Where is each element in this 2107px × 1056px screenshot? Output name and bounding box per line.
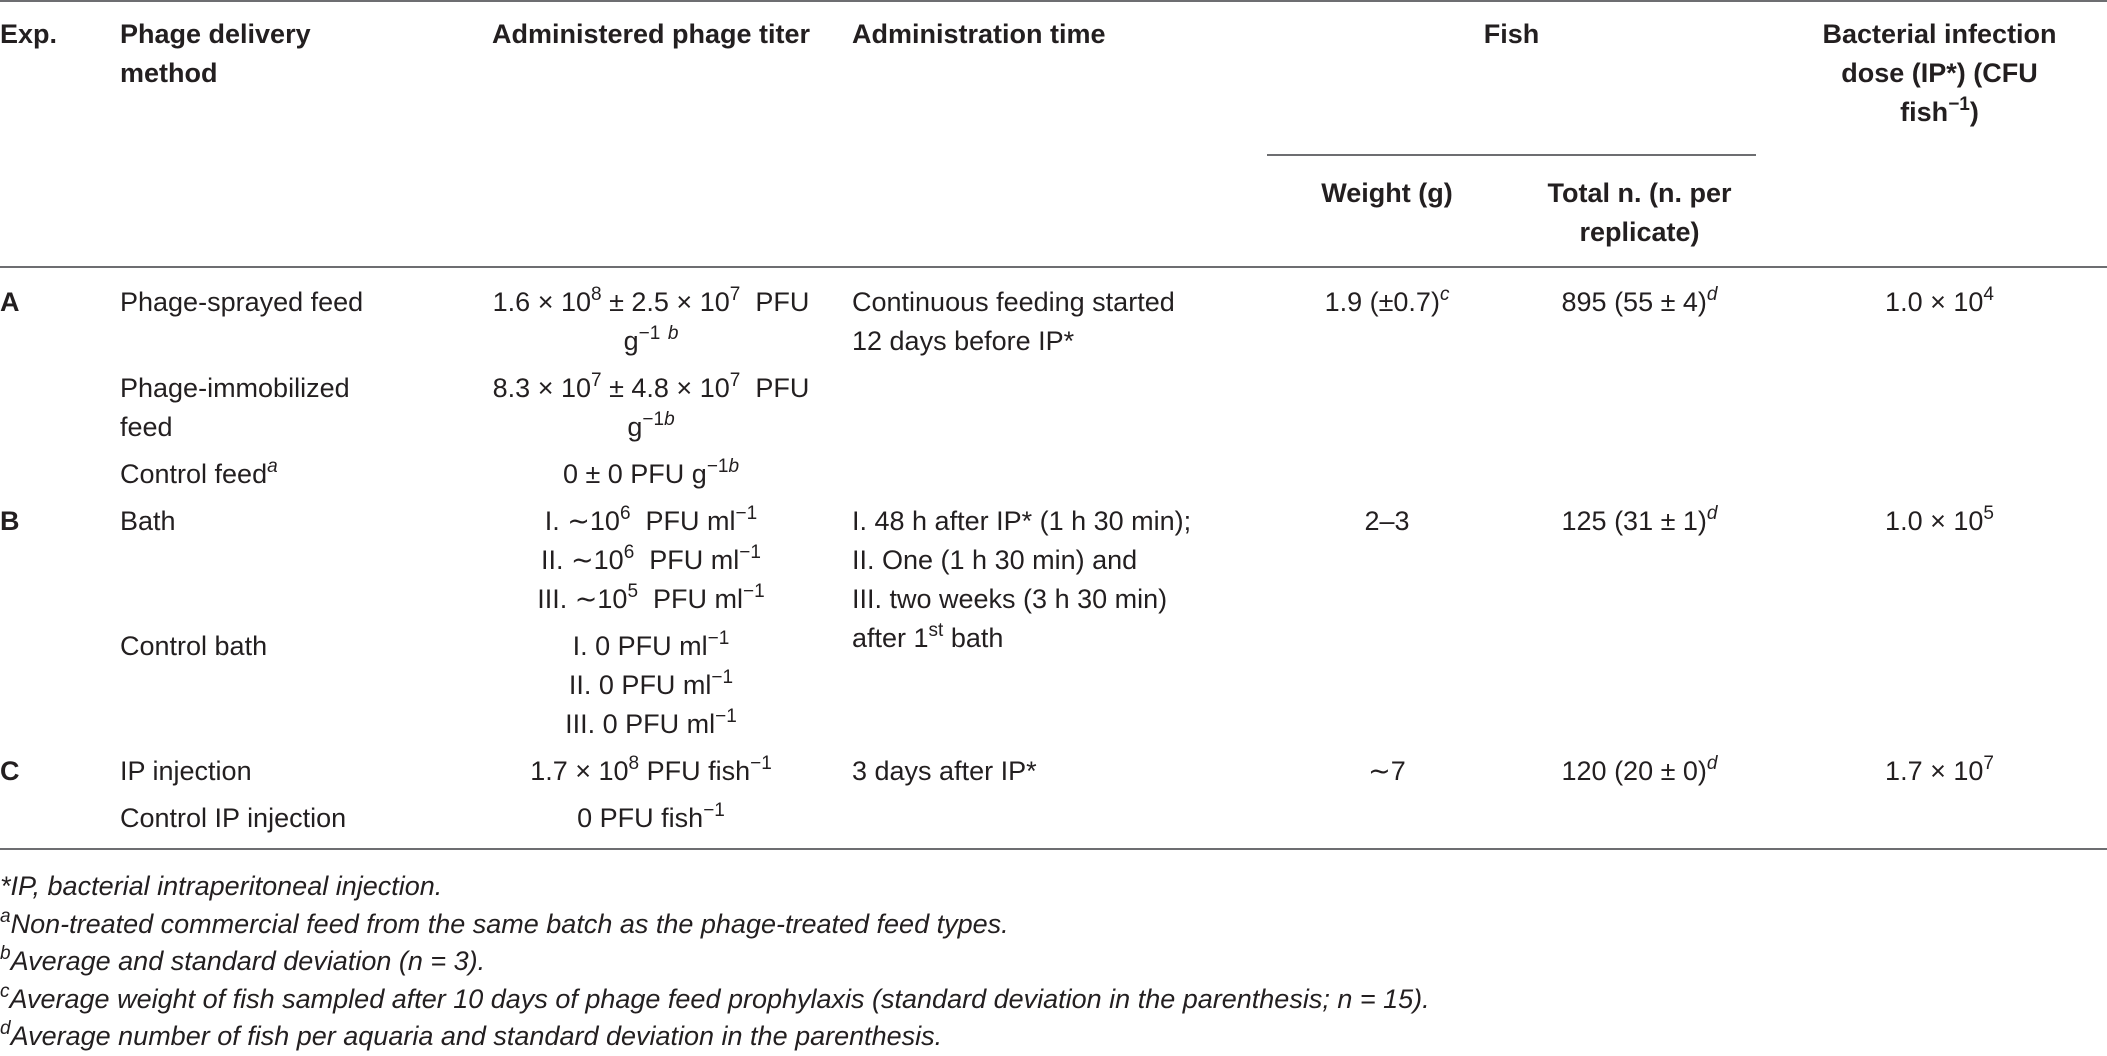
footnote-c: cAverage weight of fish sampled after 10… xyxy=(0,980,1430,1014)
time-c: 3 days after IP* xyxy=(852,756,1037,786)
total-c: 120 (20 ± 0)d xyxy=(1561,753,1718,786)
method-control-feed: Control feeda xyxy=(120,456,278,489)
titer-bath: I. ∼106 PFU ml−1 II. ∼106 PFU ml−1 III. … xyxy=(537,503,765,614)
table-row: C IP injection 1.7 × 108 PFU fish−1 3 da… xyxy=(0,744,2107,791)
table-row: B Bath I. ∼106 PFU ml−1 II. ∼106 PFU ml−… xyxy=(0,494,2107,653)
weight-b: 2–3 xyxy=(1364,506,1410,536)
header-fish: Fish xyxy=(1267,0,1772,156)
header-dose: Bacterial infection dose (IP*) (CFU fish… xyxy=(1772,0,2107,268)
titer-control-feed: 0 ± 0 PFU g−1b xyxy=(562,456,740,489)
table-footnotes: *IP, bacterial intraperitoneal injection… xyxy=(0,868,2100,1056)
titer-sprayed: 1.6 × 108 ± 2.5 × 107 PFU g−1 b xyxy=(492,284,810,356)
footnote-d: dAverage number of fish per aquaria and … xyxy=(0,1018,943,1051)
titer-immobilized: 8.3 × 107 ± 4.8 × 107 PFU g−1b xyxy=(492,370,810,442)
total-b: 125 (31 ± 1)d xyxy=(1561,503,1718,536)
titer-control-ip: 0 PFU fish−1 xyxy=(450,791,852,850)
header-total: Total n. (n. per replicate) xyxy=(1507,156,1773,268)
header-method: Phage delivery method xyxy=(120,0,450,268)
table-row: A Phage-sprayed feed 1.6 × 108 ± 2.5 × 1… xyxy=(0,267,2107,361)
dose-c: 1.7 × 107 xyxy=(1885,753,1994,786)
footnote-a: aNon-treated commercial feed from the sa… xyxy=(0,905,1009,939)
table-row: Control IP injection 0 PFU fish−1 xyxy=(0,791,2107,850)
exp-label-c: C xyxy=(0,756,20,786)
titer-ip: 1.7 × 108 PFU fish−1 xyxy=(530,753,772,786)
exp-label-b: B xyxy=(0,506,20,536)
header-row: Exp. Phage delivery method Administered p… xyxy=(0,0,2107,268)
header-time: Administration time xyxy=(852,0,1267,268)
method-sprayed: Phage-sprayed feed xyxy=(120,287,364,317)
footnote-b: bAverage and standard deviation (n = 3). xyxy=(0,943,486,976)
method-control-bath: Control bath xyxy=(120,631,268,661)
exp-label-a: A xyxy=(0,287,20,317)
table-row: Control bath I. 0 PFU ml−1 II. 0 PFU ml−… xyxy=(0,619,2107,744)
weight-c: ∼7 xyxy=(1368,756,1406,786)
time-b: I. 48 h after IP* (1 h 30 min); II. One … xyxy=(852,506,1192,653)
subheader-row: Weight (g) Total n. (n. per replicate) xyxy=(0,156,2107,268)
dose-a: 1.0 × 104 xyxy=(1885,284,1994,317)
method-bath: Bath xyxy=(120,506,176,536)
table-row: Control feeda 0 ± 0 PFU g−1b xyxy=(0,447,2107,494)
time-a: Continuous feeding started 12 days before… xyxy=(852,287,1175,356)
method-control-ip: Control IP injection xyxy=(120,791,450,850)
header-weight: Weight (g) xyxy=(1267,156,1507,268)
results-table: Exp. Phage delivery method Administered p… xyxy=(0,0,2107,850)
header-titer: Administered phage titer xyxy=(450,0,852,268)
total-a: 895 (55 ± 4)d xyxy=(1561,284,1718,317)
table-row: Phage-immobilized feed 8.3 × 107 ± 4.8 × … xyxy=(0,361,2107,447)
method-ip: IP injection xyxy=(120,756,252,786)
footnote-star: *IP, bacterial intraperitoneal injection… xyxy=(0,871,443,901)
titer-control-bath: I. 0 PFU ml−1 II. 0 PFU ml−1 III. 0 PFU … xyxy=(565,628,737,739)
weight-a: 1.9 (±0.7)c xyxy=(1324,284,1450,317)
dose-b: 1.0 × 105 xyxy=(1885,503,1994,536)
header-exp: Exp. xyxy=(0,0,120,268)
method-immobilized: Phage-immobilized feed xyxy=(120,373,350,442)
